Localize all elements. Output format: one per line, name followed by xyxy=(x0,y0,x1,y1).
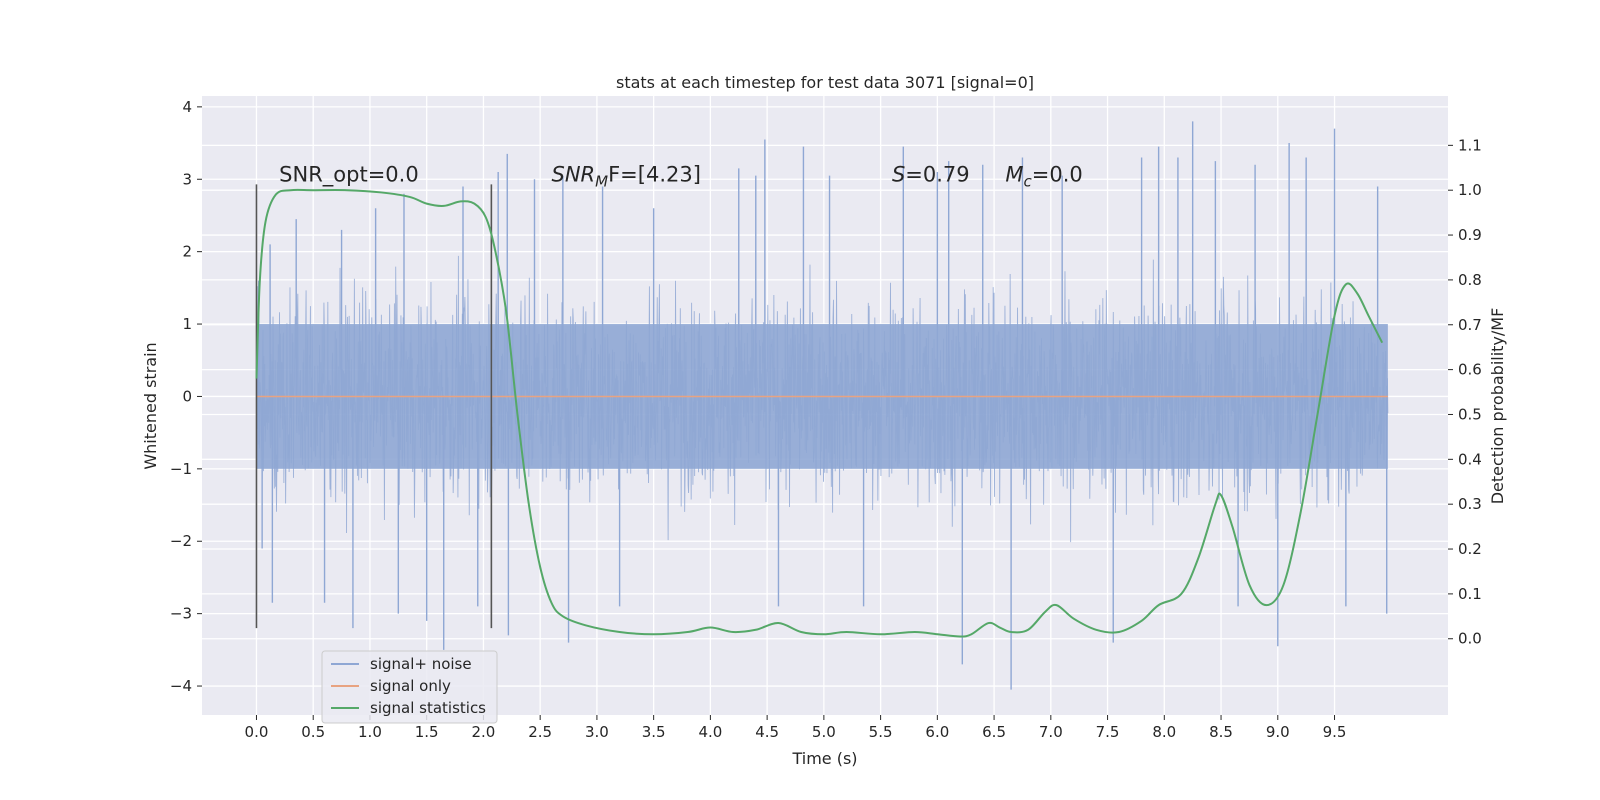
x-tick-label-8: 4.0 xyxy=(698,723,722,741)
y2-tick-label-8: 0.8 xyxy=(1458,271,1482,289)
x-tick-label-9: 4.5 xyxy=(755,723,779,741)
x-tick-label-4: 2.0 xyxy=(471,723,495,741)
y2-tick-label-3: 0.3 xyxy=(1458,495,1482,513)
y-tick-label-2: −2 xyxy=(170,532,192,550)
y2-axis-ticks: 0.0 0.1 0.2 0.3 0.4 0.5 0.6 0.7 0.8 0.9 1.0 1.1 xyxy=(1448,136,1482,648)
y2-tick-label-11: 1.1 xyxy=(1458,136,1482,154)
x-tick-label-14: 7.0 xyxy=(1039,723,1063,741)
y2-tick-label-10: 1.0 xyxy=(1458,181,1482,199)
x-axis-label: Time (s) xyxy=(791,749,857,768)
y2-tick-label-5: 0.5 xyxy=(1458,405,1482,423)
annotation-s-main: S xyxy=(892,162,905,186)
y2-tick-label-0: 0.0 xyxy=(1458,630,1482,648)
series-signal-statistics xyxy=(255,188,1384,638)
x-tick-label-7: 3.5 xyxy=(642,723,666,741)
x-tick-label-16: 8.0 xyxy=(1152,723,1176,741)
y-tick-label-3: −1 xyxy=(170,460,192,478)
y2-tick-label-9: 0.9 xyxy=(1458,226,1482,244)
x-tick-label-18: 9.0 xyxy=(1266,723,1290,741)
x-tick-label-3: 1.5 xyxy=(415,723,439,741)
x-tick-label-17: 8.5 xyxy=(1209,723,1233,741)
annotation-snr-mf-main: SNR xyxy=(552,162,596,186)
y-axis-label: Whitened strain xyxy=(141,342,160,469)
y2-axis-label: Detection probability/MF xyxy=(1488,308,1507,505)
y2-tick-label-1: 0.1 xyxy=(1458,585,1482,603)
y-tick-label-1: −3 xyxy=(170,605,192,623)
annotation-mc: Mc=0.0 xyxy=(1005,162,1082,190)
legend-label-signal-only: signal only xyxy=(370,677,451,695)
annotation-mc-sub: c xyxy=(1024,172,1033,190)
legend-box xyxy=(321,650,498,724)
legend-label-signal-statistics: signal statistics xyxy=(370,699,486,717)
x-axis-ticks: 0.0 0.5 1.0 1.5 2.0 2.5 3.0 3.5 4.0 4.5 5.0 5.5 6.0 6… xyxy=(245,715,1347,741)
vertical-markers xyxy=(255,184,493,629)
y-tick-label-8: 4 xyxy=(182,98,192,116)
y2-tick-label-4: 0.4 xyxy=(1458,450,1482,468)
annotation-snr-mf-tail: F=[4.23] xyxy=(608,162,701,186)
x-tick-label-19: 9.5 xyxy=(1323,723,1347,741)
signal-statistics-line xyxy=(255,188,1384,638)
x-tick-label-10: 5.0 xyxy=(812,723,836,741)
x-tick-label-5: 2.5 xyxy=(528,723,552,741)
annotation-s: S=0.79 xyxy=(892,162,970,186)
y-tick-label-4: 0 xyxy=(182,387,192,405)
legend-label-signal-noise: signal+ noise xyxy=(370,655,472,673)
annotations: SNR_opt=0.0 SNRMF=[4.23] S=0.79 Mc=0.0 xyxy=(279,162,1083,190)
y-tick-label-6: 2 xyxy=(182,243,192,261)
x-tick-label-0: 0.0 xyxy=(245,723,269,741)
y-axis-ticks: −4 −3 −2 −1 0 1 2 3 4 xyxy=(170,98,202,695)
annotation-snr-mf: SNRMF=[4.23] xyxy=(552,162,701,190)
x-tick-label-15: 7.5 xyxy=(1096,723,1120,741)
annotation-mc-tail: =0.0 xyxy=(1032,162,1083,186)
y2-tick-label-6: 0.6 xyxy=(1458,361,1482,379)
annotation-snr-opt: SNR_opt=0.0 xyxy=(279,162,419,187)
annotation-mc-main: M xyxy=(1005,162,1023,186)
annotation-snr-mf-sub: M xyxy=(595,172,608,190)
x-tick-label-11: 5.5 xyxy=(869,723,893,741)
y-tick-label-5: 1 xyxy=(182,315,192,333)
y2-tick-label-7: 0.7 xyxy=(1458,316,1482,334)
annotation-s-tail: =0.79 xyxy=(905,162,969,186)
x-tick-label-2: 1.0 xyxy=(358,723,382,741)
y-tick-label-7: 3 xyxy=(182,170,192,188)
x-tick-label-13: 6.5 xyxy=(982,723,1006,741)
x-tick-label-1: 0.5 xyxy=(301,723,325,741)
x-tick-label-12: 6.0 xyxy=(925,723,949,741)
x-tick-label-6: 3.0 xyxy=(585,723,609,741)
legend: signal+ noise signal only signal statist… xyxy=(321,650,498,724)
y2-tick-label-2: 0.2 xyxy=(1458,540,1482,558)
annotation-snr-opt-text: SNR_opt=0.0 xyxy=(279,162,419,187)
chart-title: stats at each timestep for test data 307… xyxy=(616,73,1034,92)
y-tick-label-0: −4 xyxy=(170,677,192,695)
